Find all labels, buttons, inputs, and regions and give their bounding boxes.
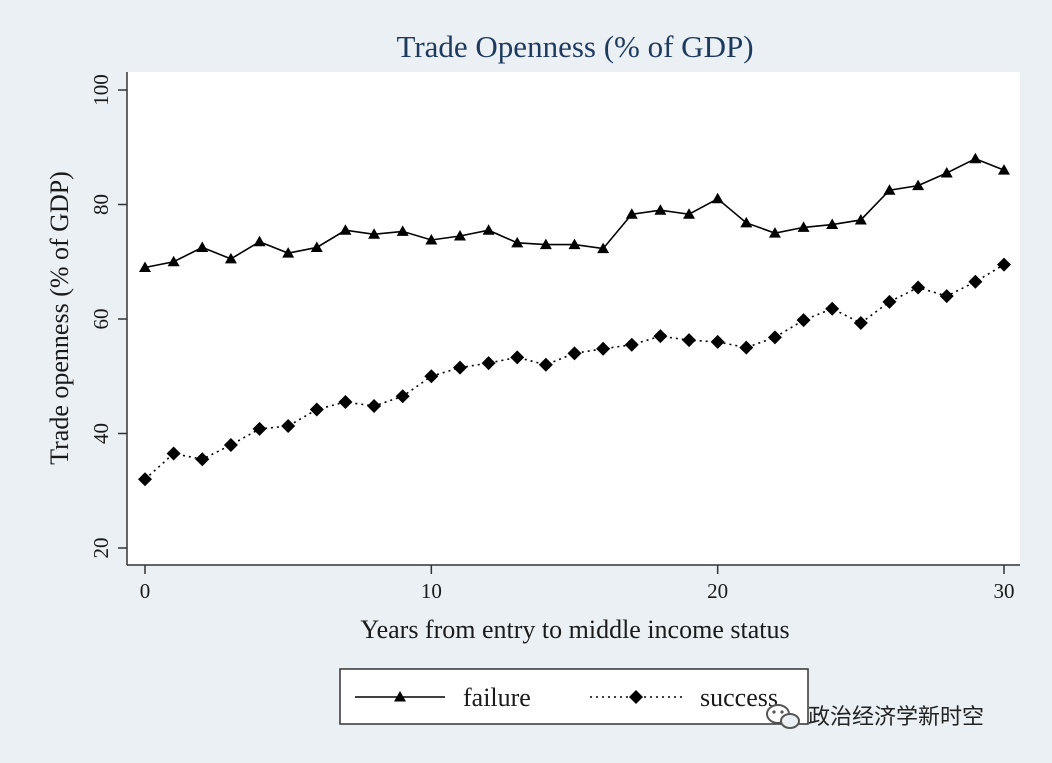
series-failure-point bbox=[511, 236, 524, 248]
series-failure-point bbox=[654, 204, 667, 215]
x-tick-label: 30 bbox=[994, 579, 1015, 603]
chart-title: Trade Openness (% of GDP) bbox=[396, 29, 753, 64]
series-failure-point bbox=[797, 221, 810, 232]
series-failure-point bbox=[167, 255, 180, 267]
series-success-point bbox=[624, 337, 639, 352]
plot-area bbox=[127, 72, 1020, 565]
series-failure-point bbox=[597, 242, 610, 254]
series-failure-point bbox=[282, 247, 295, 258]
watermark: 政治经济学新时空 bbox=[766, 704, 984, 730]
series-failure-point bbox=[453, 229, 466, 241]
y-tick-label: 20 bbox=[89, 538, 113, 559]
series-failure-point bbox=[425, 233, 438, 245]
legend-items: failure success bbox=[355, 683, 778, 712]
series-failure-point bbox=[826, 218, 839, 230]
y-tick-label: 60 bbox=[89, 309, 113, 330]
series-failure-point bbox=[539, 238, 552, 250]
series-failure-point bbox=[482, 224, 495, 235]
series-success-point bbox=[424, 369, 439, 384]
series-success-point bbox=[739, 340, 754, 355]
x-ticks: 0 10 20 30 bbox=[140, 565, 1015, 603]
series-success-point bbox=[796, 313, 811, 328]
series-success-point bbox=[882, 294, 897, 309]
series-failure-point bbox=[339, 224, 352, 235]
series-success-point bbox=[195, 452, 210, 467]
series-success-point bbox=[367, 399, 382, 414]
series-failure-point bbox=[740, 216, 753, 228]
series-success-point bbox=[338, 395, 353, 410]
series-success-point bbox=[481, 356, 496, 371]
series-success-point bbox=[223, 437, 238, 452]
legend-marker bbox=[394, 691, 406, 702]
series-success-point bbox=[281, 419, 296, 434]
series-success-point bbox=[395, 389, 410, 404]
series-failure bbox=[139, 152, 1010, 272]
y-ticks: 20 40 60 80 100 bbox=[89, 74, 127, 559]
y-tick-label: 40 bbox=[89, 423, 113, 444]
series-failure-point bbox=[139, 261, 151, 272]
series-failure-point bbox=[768, 227, 781, 238]
series-failure-point bbox=[969, 152, 982, 164]
series-failure-point bbox=[568, 238, 581, 250]
legend: failure success bbox=[339, 668, 809, 725]
series-success-point bbox=[567, 346, 582, 361]
series-failure-point bbox=[368, 228, 381, 239]
series-success bbox=[138, 257, 1011, 487]
series-success-point bbox=[911, 280, 926, 295]
x-tick-label: 0 bbox=[140, 579, 151, 603]
legend-label: success bbox=[700, 683, 778, 712]
legend-label: failure bbox=[463, 683, 531, 712]
series-failure-point bbox=[310, 241, 323, 252]
series-success-point bbox=[166, 446, 181, 461]
wechat-icon bbox=[766, 704, 800, 729]
series-failure-point bbox=[396, 225, 409, 236]
series-success-point bbox=[968, 274, 983, 289]
series-failure-point bbox=[854, 213, 867, 225]
x-axis-title: Years from entry to middle income status bbox=[360, 615, 789, 644]
series-success-point bbox=[939, 289, 954, 304]
series-success-point bbox=[825, 301, 840, 316]
legend-item-success: success bbox=[590, 683, 778, 712]
series-success-point bbox=[710, 334, 725, 349]
series-failure-point bbox=[224, 252, 237, 264]
watermark-text: 政治经济学新时空 bbox=[808, 705, 984, 730]
x-tick-label: 20 bbox=[707, 579, 728, 603]
series-layer bbox=[138, 152, 1011, 487]
series-failure-point bbox=[883, 184, 896, 195]
series-failure-point bbox=[998, 164, 1010, 175]
y-axis-title: Trade openness (% of GDP) bbox=[45, 171, 74, 465]
series-success-point bbox=[252, 421, 267, 436]
series-success-point bbox=[138, 472, 152, 487]
y-tick-label: 80 bbox=[89, 194, 113, 215]
series-success-point bbox=[682, 333, 697, 348]
series-success-point bbox=[596, 341, 611, 356]
series-success-point bbox=[853, 316, 868, 331]
series-success-point bbox=[653, 329, 668, 344]
series-success-point bbox=[997, 257, 1011, 272]
x-tick-label: 10 bbox=[421, 579, 442, 603]
series-failure-point bbox=[940, 167, 953, 178]
series-success-point bbox=[767, 330, 782, 345]
series-success-point bbox=[452, 360, 467, 375]
series-failure-point bbox=[711, 192, 724, 204]
legend-item-failure: failure bbox=[355, 683, 531, 712]
y-tick-label: 100 bbox=[89, 74, 113, 106]
series-success-point bbox=[309, 402, 324, 417]
series-failure-point bbox=[253, 235, 266, 247]
series-success-point bbox=[538, 357, 553, 372]
series-failure-point bbox=[625, 208, 638, 219]
series-failure-point bbox=[683, 208, 696, 219]
series-failure-point bbox=[196, 241, 209, 252]
series-success-point bbox=[510, 350, 525, 365]
legend-marker bbox=[629, 690, 643, 704]
series-failure-point bbox=[912, 179, 925, 191]
